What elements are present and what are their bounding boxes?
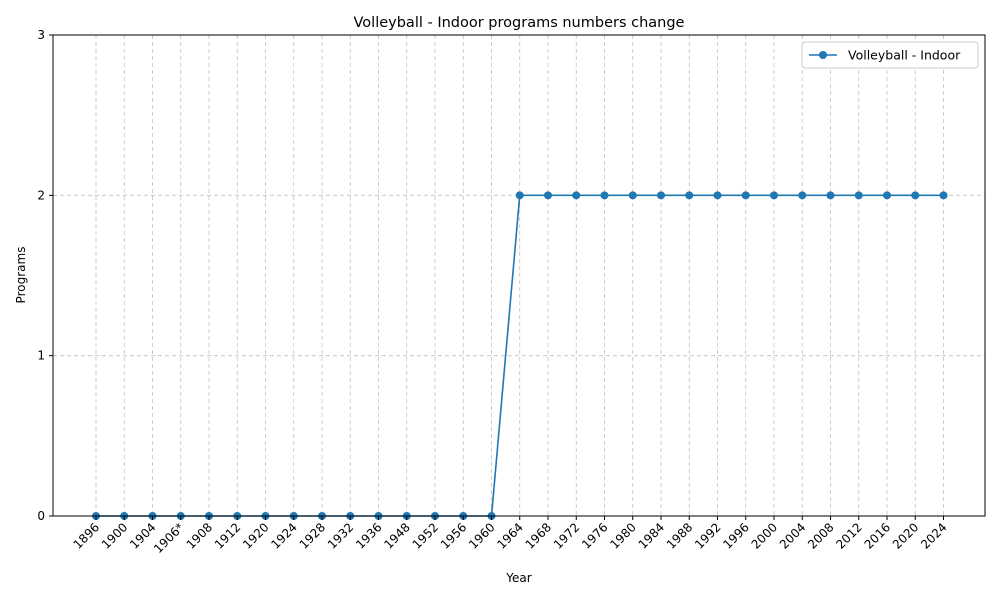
data-point	[572, 191, 581, 200]
data-point	[798, 191, 807, 200]
data-point	[854, 191, 863, 200]
data-point	[713, 191, 722, 200]
y-tick-label: 1	[37, 349, 45, 363]
data-point	[685, 191, 694, 200]
data-point	[770, 191, 778, 200]
grid	[53, 35, 985, 516]
chart-title: Volleyball - Indoor programs numbers cha…	[354, 15, 685, 31]
legend-entry-label: Volleyball - Indoor	[848, 48, 961, 63]
data-point	[939, 191, 948, 200]
data-point	[657, 191, 665, 200]
data-point	[628, 191, 637, 200]
legend-point-marker	[819, 51, 827, 59]
data-point	[826, 191, 835, 200]
data-point	[515, 191, 524, 200]
plot-frame	[52, 34, 986, 517]
data-point	[544, 191, 552, 200]
y-axis-label: Programs	[14, 247, 28, 304]
data-point	[600, 191, 609, 200]
legend: Volleyball - Indoor	[801, 41, 979, 69]
data-point	[883, 191, 891, 200]
y-tick-label: 3	[37, 28, 45, 42]
legend-frame	[801, 41, 979, 69]
y-axis: 0 1 2 3	[37, 28, 53, 523]
data-point	[911, 191, 920, 200]
y-tick-label: 0	[37, 509, 45, 523]
y-tick-label: 2	[37, 188, 45, 202]
x-axis-label: Year	[505, 571, 531, 585]
data-point	[741, 191, 750, 200]
